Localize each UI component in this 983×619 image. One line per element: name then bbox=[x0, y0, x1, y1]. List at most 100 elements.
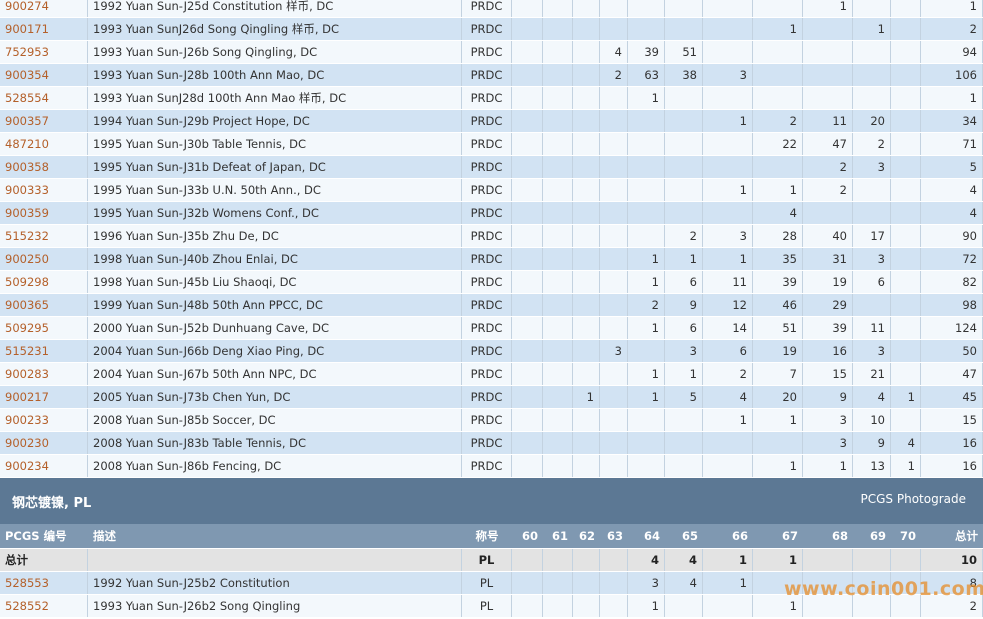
table-cell[interactable]: 900358 bbox=[0, 155, 88, 178]
table-cell[interactable]: 900230 bbox=[0, 431, 88, 454]
table-cell: 19 bbox=[753, 339, 803, 362]
table-cell: 2 bbox=[803, 155, 853, 178]
table-cell: 1993 Yuan SunJ28d 100th Ann Mao 样币, DC bbox=[88, 86, 462, 109]
table-cell[interactable]: 509298 bbox=[0, 270, 88, 293]
table-cell: 5 bbox=[921, 155, 983, 178]
table-cell[interactable]: 509295 bbox=[0, 316, 88, 339]
table-cell bbox=[512, 595, 543, 617]
table-cell bbox=[573, 224, 600, 247]
table-cell bbox=[753, 63, 803, 86]
table-cell: 51 bbox=[665, 40, 703, 63]
table-cell bbox=[543, 86, 573, 109]
table-cell: PRDC bbox=[462, 247, 512, 270]
table-cell bbox=[628, 132, 665, 155]
table-cell[interactable]: 900274 bbox=[0, 0, 88, 17]
table-row: 509298 1998 Yuan Sun-J45b Liu Shaoqi, DC P… bbox=[0, 270, 983, 294]
table-cell bbox=[600, 549, 628, 571]
table-cell bbox=[891, 132, 921, 155]
table-cell: 90 bbox=[921, 224, 983, 247]
table-cell bbox=[891, 178, 921, 201]
table-cell: 15 bbox=[803, 362, 853, 385]
table-cell: PL bbox=[462, 572, 512, 594]
table-cell bbox=[628, 0, 665, 17]
table-cell: PRDC bbox=[462, 155, 512, 178]
table-cell: 2 bbox=[628, 293, 665, 316]
table-cell: 4 bbox=[665, 572, 703, 594]
table-cell bbox=[543, 40, 573, 63]
table-cell[interactable]: 900233 bbox=[0, 408, 88, 431]
table-cell bbox=[543, 201, 573, 224]
table-cell[interactable]: 900283 bbox=[0, 362, 88, 385]
table-cell: 1 bbox=[703, 572, 753, 594]
table-cell[interactable]: 900359 bbox=[0, 201, 88, 224]
table-cell: 1 bbox=[921, 86, 983, 109]
table-cell[interactable]: 900250 bbox=[0, 247, 88, 270]
table-cell[interactable]: 528552 bbox=[0, 595, 88, 617]
table-cell bbox=[543, 316, 573, 339]
table-cell: 2 bbox=[600, 63, 628, 86]
table-cell: 4 bbox=[891, 431, 921, 454]
table-cell bbox=[891, 86, 921, 109]
table-cell bbox=[628, 201, 665, 224]
table-cell bbox=[753, 431, 803, 454]
table-cell bbox=[512, 270, 543, 293]
table-cell: PRDC bbox=[462, 0, 512, 17]
section-note: PCGS Photograde bbox=[860, 492, 966, 506]
table-cell: 3 bbox=[803, 408, 853, 431]
table-cell[interactable]: 515232 bbox=[0, 224, 88, 247]
table-cell: 2 bbox=[803, 178, 853, 201]
section-title: 钢芯镀镍, PL bbox=[12, 496, 92, 511]
table-cell: 1993 Yuan Sun-J26b Song Qingling, DC bbox=[88, 40, 462, 63]
table-cell: 40 bbox=[803, 224, 853, 247]
table-cell bbox=[665, 431, 703, 454]
table-cell[interactable]: 752953 bbox=[0, 40, 88, 63]
table-cell[interactable]: 528553 bbox=[0, 572, 88, 594]
table-cell: 1 bbox=[628, 247, 665, 270]
table-cell: 71 bbox=[921, 132, 983, 155]
table-cell bbox=[891, 549, 921, 571]
table-cell: 7 bbox=[753, 362, 803, 385]
table-cell: PRDC bbox=[462, 201, 512, 224]
table-cell bbox=[573, 454, 600, 477]
table-cell[interactable]: 900171 bbox=[0, 17, 88, 40]
table-cell: 3 bbox=[703, 63, 753, 86]
table-cell bbox=[891, 408, 921, 431]
table-cell: PRDC bbox=[462, 270, 512, 293]
table-cell bbox=[600, 270, 628, 293]
table-cell[interactable]: 487210 bbox=[0, 132, 88, 155]
table-cell: 10 bbox=[921, 549, 983, 571]
table-cell: PRDC bbox=[462, 63, 512, 86]
table-cell[interactable]: 900357 bbox=[0, 109, 88, 132]
table-cell bbox=[803, 549, 853, 571]
table-cell: 50 bbox=[921, 339, 983, 362]
table-cell: 2 bbox=[921, 17, 983, 40]
table-cell[interactable]: 528554 bbox=[0, 86, 88, 109]
table-cell: 10 bbox=[853, 408, 891, 431]
table-cell[interactable]: 900354 bbox=[0, 63, 88, 86]
table-cell bbox=[665, 109, 703, 132]
table-cell bbox=[573, 293, 600, 316]
table-cell[interactable]: 900365 bbox=[0, 293, 88, 316]
table-cell: 20 bbox=[753, 385, 803, 408]
table-cell: 1 bbox=[803, 0, 853, 17]
table-cell: 3 bbox=[628, 572, 665, 594]
table-row: 900274 1992 Yuan Sun-J25d Constitution 样币… bbox=[0, 0, 983, 18]
table-cell bbox=[628, 431, 665, 454]
table-cell: 1 bbox=[753, 17, 803, 40]
table-cell[interactable]: 900234 bbox=[0, 454, 88, 477]
table-cell bbox=[665, 132, 703, 155]
table-cell: 34 bbox=[921, 109, 983, 132]
table-cell: 2000 Yuan Sun-J52b Dunhuang Cave, DC bbox=[88, 316, 462, 339]
table-cell: 2 bbox=[853, 132, 891, 155]
table-cell: 1 bbox=[665, 362, 703, 385]
table-cell[interactable]: 900333 bbox=[0, 178, 88, 201]
table-cell: 1998 Yuan Sun-J40b Zhou Enlai, DC bbox=[88, 247, 462, 270]
table-cell bbox=[853, 549, 891, 571]
table-cell bbox=[543, 595, 573, 617]
table-cell[interactable]: 515231 bbox=[0, 339, 88, 362]
table-cell[interactable]: 900217 bbox=[0, 385, 88, 408]
table-cell: 28 bbox=[753, 224, 803, 247]
table-cell: 70 bbox=[899, 529, 916, 543]
table-cell: 4 bbox=[753, 201, 803, 224]
table-cell: 6 bbox=[703, 339, 753, 362]
